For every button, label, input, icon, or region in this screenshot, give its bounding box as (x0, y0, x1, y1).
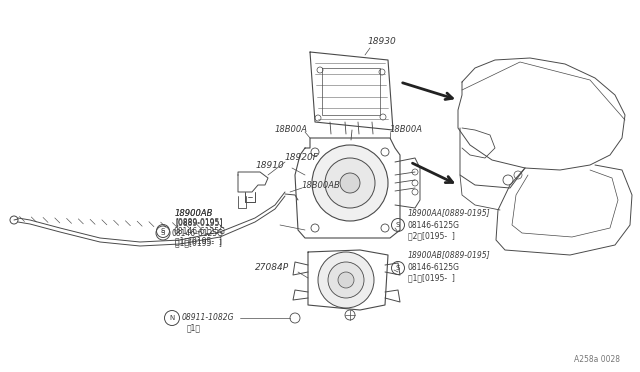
Text: 〈1）[0195-  ]: 〈1）[0195- ] (175, 237, 222, 246)
Text: S: S (396, 265, 400, 271)
Text: 27084P: 27084P (255, 263, 289, 273)
Circle shape (318, 252, 374, 308)
Text: S: S (161, 230, 165, 236)
Text: 08146-6125G: 08146-6125G (408, 263, 460, 273)
Text: 18B00AB: 18B00AB (302, 180, 340, 189)
Text: 18900AB: 18900AB (175, 208, 213, 218)
Text: N: N (170, 315, 175, 321)
Text: A258a 0028: A258a 0028 (574, 356, 620, 365)
Circle shape (338, 272, 354, 288)
Text: S: S (161, 228, 165, 234)
Text: 18900AA[0889-0195]: 18900AA[0889-0195] (408, 208, 491, 218)
Text: 18B00A: 18B00A (275, 125, 308, 135)
Text: 18910: 18910 (256, 160, 285, 170)
Circle shape (328, 262, 364, 298)
Circle shape (325, 158, 375, 208)
Circle shape (312, 145, 388, 221)
Text: [0889-0195]: [0889-0195] (175, 218, 222, 228)
Text: 18900AB: 18900AB (175, 208, 213, 218)
Text: 08911-1082G: 08911-1082G (182, 314, 234, 323)
Text: 18900AB[0889-0195]: 18900AB[0889-0195] (408, 250, 491, 260)
Text: 〈1）[0195-  ]: 〈1）[0195- ] (408, 273, 455, 282)
Text: 18920F: 18920F (285, 154, 319, 163)
Text: 〈2）[0195-  ]: 〈2）[0195- ] (408, 231, 455, 241)
Text: S: S (396, 222, 400, 228)
Text: （1）: （1） (187, 324, 201, 333)
Text: 18B00A: 18B00A (390, 125, 423, 135)
Text: 08146-6125G: 08146-6125G (173, 227, 225, 235)
Text: 〈1）[0195-  ]: 〈1）[0195- ] (175, 238, 222, 247)
Text: [0889-0195]: [0889-0195] (175, 218, 222, 227)
Text: 08146-6125G: 08146-6125G (172, 228, 224, 237)
Text: 08146-6125G: 08146-6125G (408, 221, 460, 230)
Text: 18930: 18930 (368, 38, 397, 46)
Circle shape (340, 173, 360, 193)
